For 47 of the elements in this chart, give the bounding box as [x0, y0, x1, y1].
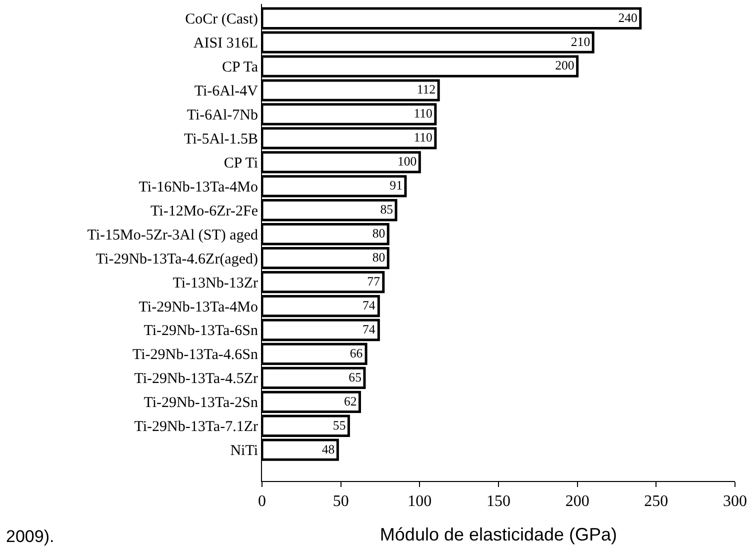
- data-label: 80: [372, 250, 386, 264]
- y-tick-label: Ti-12Mo-6Zr-2Fe: [150, 203, 258, 220]
- y-tick-label: CP Ta: [222, 60, 258, 76]
- y-tick-label: Ti-5Al-1.5B: [184, 131, 258, 148]
- x-tick-label: 0: [258, 493, 266, 510]
- data-label: 80: [372, 226, 386, 241]
- data-label: 74: [362, 298, 376, 312]
- y-tick-label: Ti-6Al-7Nb: [186, 108, 258, 124]
- data-label: 55: [332, 418, 346, 432]
- y-tick-label: Ti-15Mo-5Zr-3Al (ST) aged: [87, 227, 258, 244]
- x-tick-label: 50: [332, 493, 349, 510]
- data-label: 77: [367, 274, 381, 288]
- y-tick-label: Ti-29Nb-13Ta-2Sn: [144, 395, 258, 412]
- data-label: 91: [390, 178, 402, 193]
- y-tick-label: Ti-6Al-4V: [194, 84, 258, 100]
- data-label: 110: [414, 106, 432, 121]
- y-tick-label: Ti-29Nb-13Ta-6Sn: [144, 323, 258, 340]
- data-label: 48: [322, 442, 335, 456]
- data-label: 112: [416, 82, 436, 97]
- y-tick-label: Ti-29Nb-13Ta-4.5Zr: [134, 371, 258, 388]
- x-tick-label: 200: [565, 493, 590, 510]
- y-tick-label: AISI 316L: [193, 36, 258, 52]
- data-label: 100: [397, 154, 417, 169]
- text: 2009).: [6, 527, 54, 546]
- y-tick-label: Ti-13Nb-13Zr: [172, 275, 258, 292]
- x-tick-label: 250: [644, 493, 668, 510]
- x-tick-label: 300: [723, 493, 747, 510]
- data-label: 62: [344, 394, 357, 408]
- data-label: 110: [414, 130, 432, 145]
- y-tick-label: CoCr (Cast): [185, 12, 258, 28]
- data-label: 66: [350, 346, 364, 360]
- data-label: 74: [362, 322, 376, 336]
- data-label: 210: [570, 34, 590, 49]
- x-tick-label: 100: [408, 493, 432, 510]
- y-tick-label: Ti-16Nb-13Ta-4Mo: [138, 179, 258, 196]
- y-tick-label: CP Ti: [224, 155, 258, 172]
- x-axis-title: Módulo de elasticidade (GPa): [380, 524, 618, 544]
- data-label: 200: [555, 58, 574, 73]
- y-tick-label: Ti-29Nb-13Ta-4.6Sn: [132, 347, 258, 364]
- y-tick-label: Ti-29Nb-13Ta-4Mo: [138, 299, 258, 316]
- data-label: 65: [348, 370, 362, 384]
- y-tick-label: Ti-29Nb-13Ta-7.1Zr: [134, 419, 258, 436]
- y-tick-label: Ti-29Nb-13Ta-4.6Zr(aged): [96, 251, 258, 268]
- data-label: 240: [618, 10, 638, 25]
- x-tick-label: 150: [486, 493, 510, 510]
- y-tick-label: NiTi: [230, 443, 258, 460]
- data-label: 85: [380, 202, 394, 217]
